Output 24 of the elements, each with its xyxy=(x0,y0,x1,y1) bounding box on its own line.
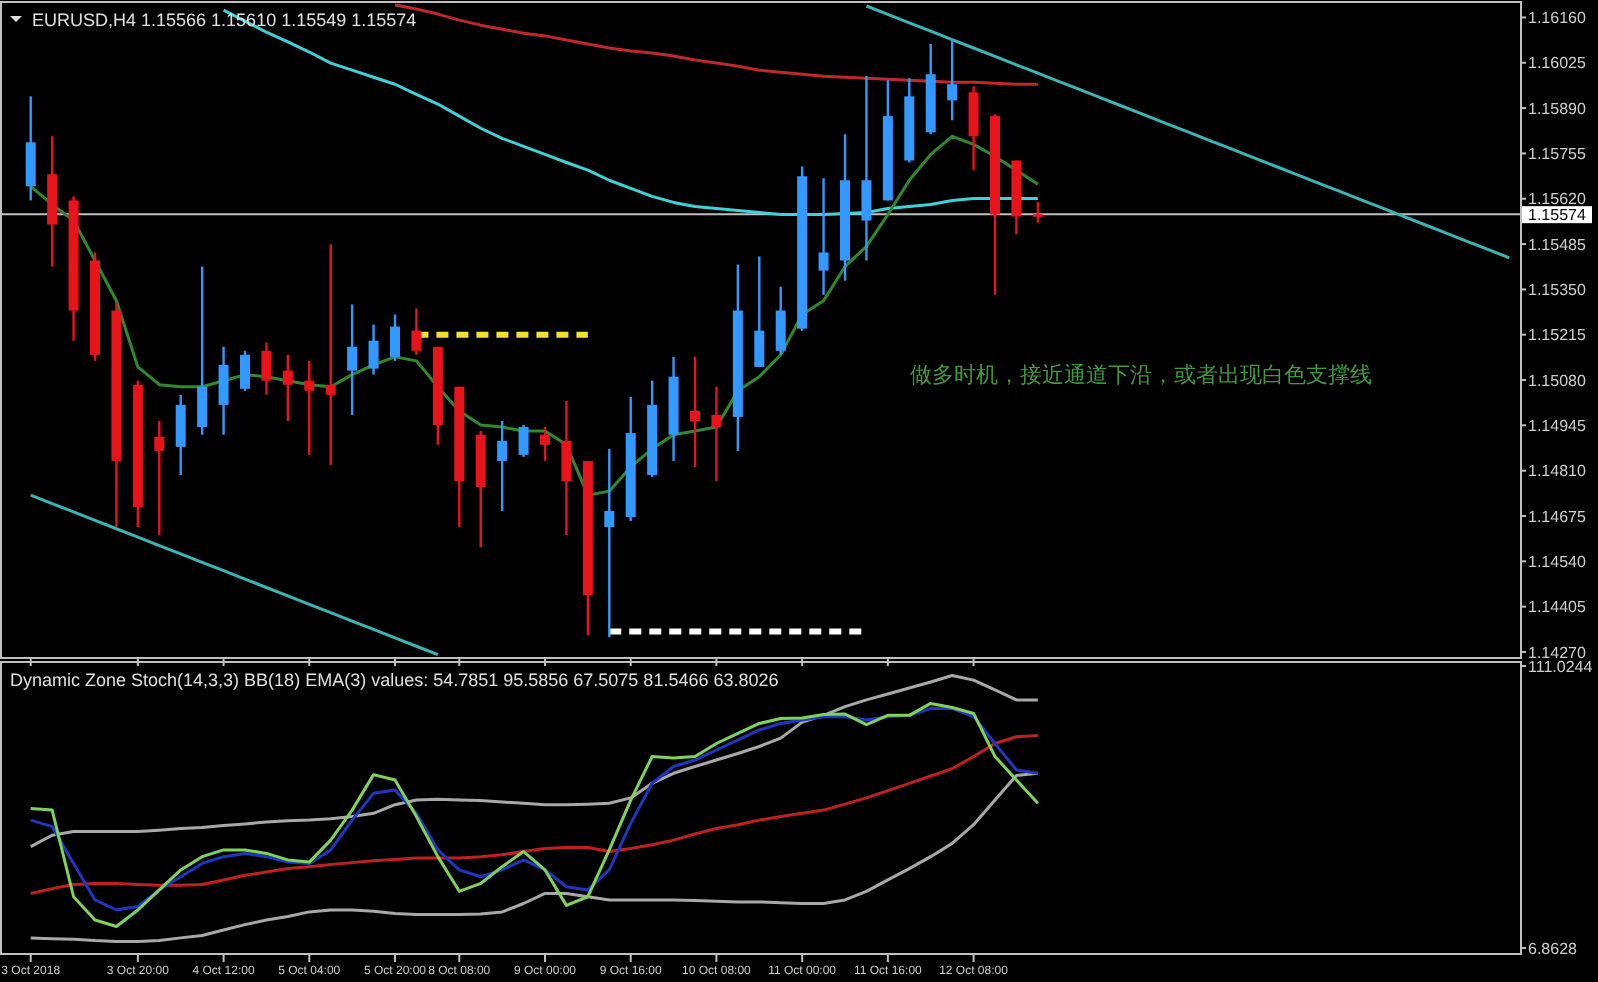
line-series xyxy=(29,771,1040,943)
y-tick-label: 1.15215 xyxy=(1528,326,1587,345)
y-tick-label: 111.0244 xyxy=(1528,657,1594,676)
y-tick-label: 1.14405 xyxy=(1528,598,1587,617)
y-tick-label: 1.15755 xyxy=(1528,145,1587,164)
y-tick-label: 1.14945 xyxy=(1528,416,1587,435)
y-tick-label: 1.14540 xyxy=(1528,552,1587,571)
y-tick-label: 1.15350 xyxy=(1528,280,1587,299)
text: Dynamic Zone Stoch(14,3,3) BB(18) EMA(3) values: 54.7851 95.5856 67.5075 81.5466 63.8026 xyxy=(10,670,779,690)
y-tick-label: 1.15890 xyxy=(1528,99,1587,118)
y-tick-label: 1.14675 xyxy=(1528,507,1587,526)
annotation: 做多时机，接近通道下沿，或者出现白色支撑线 xyxy=(910,362,1372,388)
y-tick-label: 1.14810 xyxy=(1528,462,1587,481)
ref-line-label: 1.15574 xyxy=(1528,206,1587,225)
y-tick-label: 1.14270 xyxy=(1528,643,1587,662)
y-tick-label: 6.8628 xyxy=(1528,939,1579,958)
line-series xyxy=(29,733,1040,895)
y-tick-label: 1.16160 xyxy=(1528,9,1587,28)
y-tick-label: 1.15620 xyxy=(1528,190,1587,209)
line-series xyxy=(29,493,440,657)
y-tick-label: 1.16025 xyxy=(1528,54,1587,73)
line-series xyxy=(864,4,1511,260)
y-tick-label: 1.15080 xyxy=(1528,371,1587,390)
y-tick-label: 1.15485 xyxy=(1528,235,1587,254)
